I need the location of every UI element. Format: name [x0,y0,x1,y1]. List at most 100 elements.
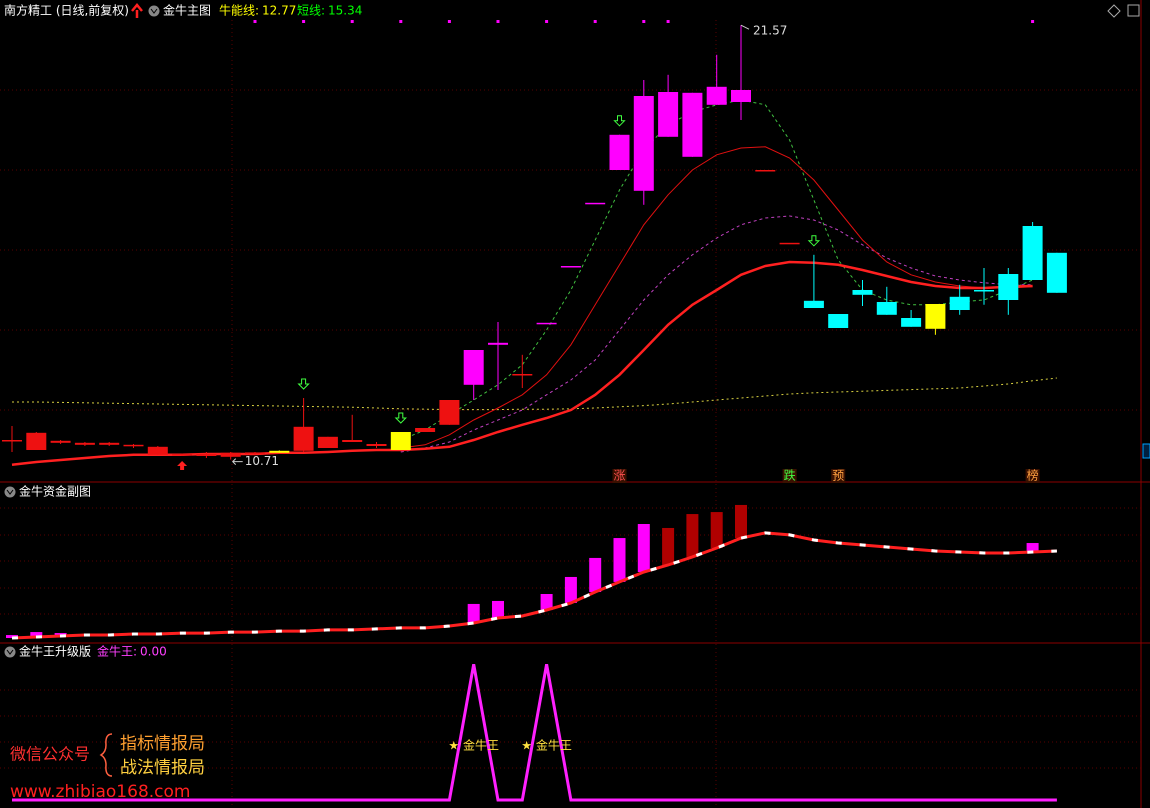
candle-body [512,374,533,376]
watermark-account: 微信公众号 [10,745,90,764]
dot [447,20,451,23]
indicator-name: 金牛王: [97,644,137,659]
candle-body [488,342,508,345]
signal-label: 预 [832,469,844,483]
signal-arrow [177,461,188,470]
candle-body [269,450,290,453]
king-line [12,664,1057,802]
watermark-name: 战法情报局 [120,758,205,778]
signal-annotation: ★ 金牛王 [448,738,499,753]
dot [1031,20,1035,23]
bar [589,557,602,593]
candle-body [828,314,849,328]
candle-body [74,442,95,445]
brace [99,733,113,777]
dot [642,20,646,23]
candle-body [585,202,606,205]
candle-body [1046,252,1067,293]
candle-body [974,290,994,292]
up-icon [131,3,143,18]
indicator-name: 短线: [297,4,325,18]
candle-body [147,446,168,455]
candle-body [99,442,120,445]
bar [1026,543,1039,552]
dot [545,20,549,23]
bar [30,632,43,638]
window-icon[interactable] [1127,4,1140,17]
collapse-icon [148,5,160,17]
candle-body [536,322,557,325]
candle-body [901,318,922,327]
candle-body [415,428,436,432]
diamond-icon[interactable] [1107,4,1121,18]
high-label: 21.57 [753,24,787,38]
candle-body [439,400,460,425]
collapse-icon [6,649,14,655]
candle-body [26,432,47,450]
collapse-icon [6,489,14,495]
signal-arrow [394,412,408,424]
candle-body [609,134,630,170]
indicator-value: 15.34 [328,4,362,18]
signal-label: 涨 [613,468,625,483]
signal-box [782,469,797,483]
candle-body [390,432,411,450]
panel-title: 金牛王升级版 [19,644,91,659]
collapse-icon [150,8,158,14]
candle-body [220,452,241,457]
signal-arrow [297,378,310,390]
candle-body [317,436,338,448]
indicator-value: 0.00 [140,645,167,659]
candle-body [633,96,654,191]
candle-body [172,454,193,456]
indicator-value: 12.77 [262,4,296,18]
arrow [231,458,243,465]
dot [253,20,257,23]
panel-title: 金牛主图 [163,3,211,18]
bar [662,527,675,566]
collapse-icon [4,646,16,658]
candle-body [342,440,363,442]
side-marker [1142,443,1150,459]
panel-title: 金牛资金副图 [19,484,91,499]
candle-body [876,302,897,315]
collapse-icon [4,486,16,498]
candle-body [731,90,751,102]
ma-line [12,377,1057,411]
candle-body [293,426,314,451]
candle-body [50,440,71,443]
dot [666,20,670,23]
watermark-name: 指标情报局 [120,734,205,754]
dot [399,20,403,23]
candle-body [949,296,970,310]
candle-body [998,274,1019,300]
signal-box [831,469,846,483]
watermark-url: www.zhibiao168.com [10,782,190,802]
signal-arrow [807,235,821,247]
bar [710,512,723,548]
signal-box [612,469,627,483]
candle-body [245,452,265,454]
candle-body [779,242,800,245]
signal-arrow [613,115,626,127]
signal-label: 榜 [1027,468,1039,483]
grid [0,20,1141,808]
candle-body [2,440,22,442]
bar [492,600,504,619]
dot [593,20,597,23]
leader [740,24,750,30]
candle-body [463,350,484,385]
indicator-name: 牛能线: [219,3,259,18]
dot [350,20,354,23]
candle-body [682,92,703,157]
candle-body [755,170,776,172]
bar [540,594,553,611]
bar [564,576,577,603]
ma-line [400,146,1033,449]
stock-title: 南方精工 (日线,前复权) [4,3,129,18]
fund-line [11,531,1057,640]
candle-body [123,444,144,447]
dot [302,20,306,23]
ma-line [400,215,1033,453]
